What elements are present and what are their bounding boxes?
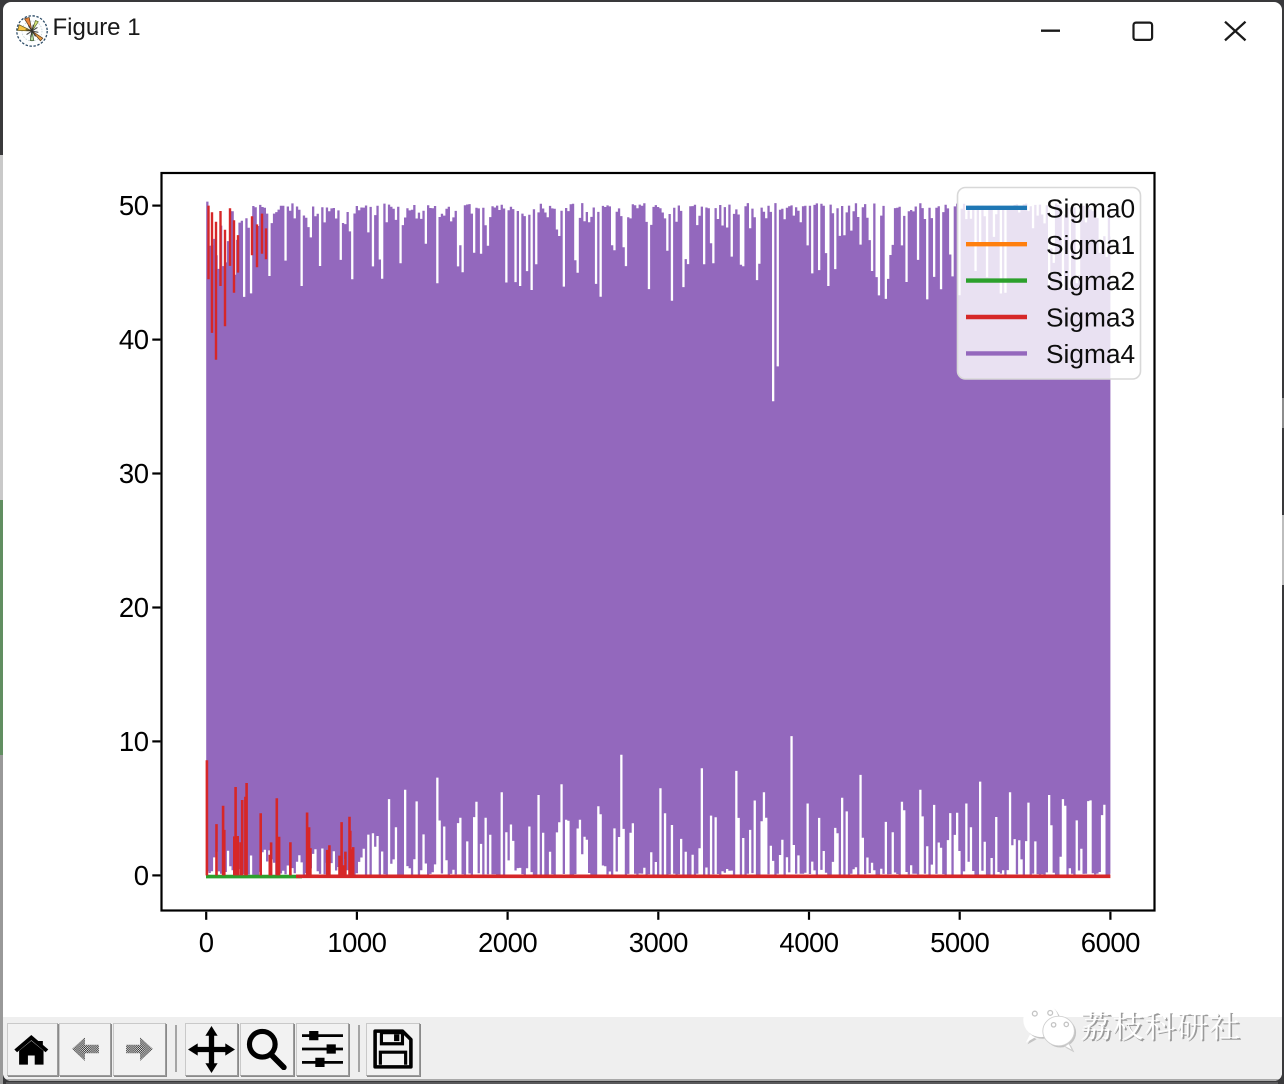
svg-text:2000: 2000 [478,927,537,958]
svg-text:Sigma2: Sigma2 [1046,266,1135,296]
svg-text:Sigma0: Sigma0 [1046,193,1135,223]
svg-text:50: 50 [119,190,149,221]
svg-text:30: 30 [119,458,149,489]
svg-text:20: 20 [119,592,149,623]
svg-text:10: 10 [119,726,149,757]
svg-text:5000: 5000 [930,927,989,958]
svg-text:1000: 1000 [327,927,386,958]
svg-text:0: 0 [199,927,214,958]
svg-text:Sigma1: Sigma1 [1046,230,1135,260]
svg-text:Sigma3: Sigma3 [1046,303,1135,333]
svg-text:3000: 3000 [629,927,688,958]
svg-text:Sigma4: Sigma4 [1046,339,1135,369]
svg-text:4000: 4000 [779,927,838,958]
svg-text:40: 40 [119,324,149,355]
svg-text:0: 0 [134,860,149,891]
svg-text:6000: 6000 [1081,927,1140,958]
